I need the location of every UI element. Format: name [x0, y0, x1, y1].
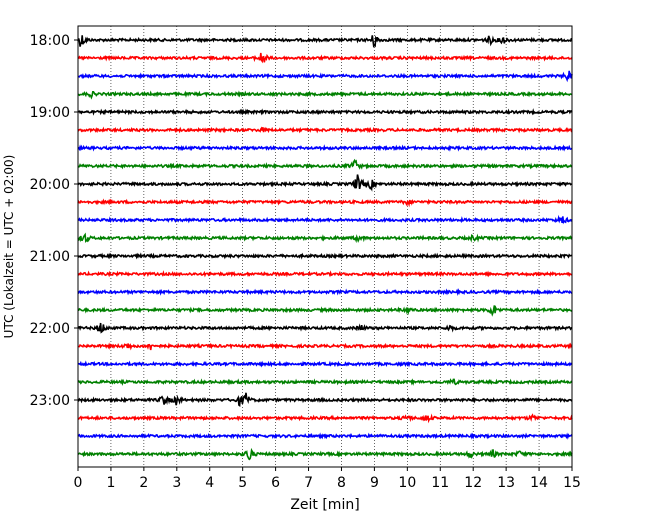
x-tick-label: 12	[464, 475, 482, 491]
trace-23:15	[78, 413, 573, 424]
trace-23:45	[77, 447, 573, 461]
x-tick-label: 4	[205, 475, 214, 491]
x-tick-label: 0	[74, 475, 83, 491]
trace-19:45	[77, 158, 572, 170]
y-tick-label: 19:00	[30, 105, 70, 121]
x-tick-label: 14	[530, 475, 548, 491]
trace-21:15	[77, 270, 573, 278]
trace-22:30	[77, 360, 573, 368]
trace-20:45	[77, 232, 573, 244]
trace-19:30	[77, 144, 573, 152]
trace-21:30	[77, 288, 573, 297]
trace-23:00	[77, 392, 573, 407]
y-axis-ticks: 18:00 19:00 20:00 21:00 22:00 23:00	[30, 33, 78, 409]
y-tick-label: 18:00	[30, 33, 70, 49]
trace-19:00	[77, 108, 573, 116]
x-tick-label: 2	[139, 475, 148, 491]
x-tick-label: 10	[398, 475, 416, 491]
x-tick-label: 13	[497, 475, 515, 491]
trace-20:30	[77, 214, 573, 225]
x-tick-label: 9	[370, 475, 379, 491]
x-tick-label: 8	[337, 475, 346, 491]
trace-18:30	[77, 70, 573, 83]
x-tick-label: 7	[304, 475, 313, 491]
x-tick-label: 5	[238, 475, 247, 491]
x-tick-label: 11	[431, 475, 449, 491]
y-tick-label: 20:00	[30, 177, 70, 193]
trace-22:45	[77, 378, 573, 386]
y-tick-label: 23:00	[30, 393, 70, 409]
trace-21:00	[77, 252, 573, 260]
y-axis-label: UTC (Lokalzeit = UTC + 02:00)	[2, 155, 16, 339]
trace-22:00	[77, 322, 573, 334]
trace-19:15	[77, 126, 573, 134]
y-tick-label: 22:00	[30, 321, 70, 337]
trace-22:15	[77, 342, 573, 351]
trace-21:45	[77, 305, 573, 317]
x-axis-label: Zeit [min]	[290, 497, 359, 513]
trace-20:15	[77, 198, 573, 208]
traces-layer	[77, 35, 573, 461]
trace-18:15	[77, 52, 573, 64]
trace-18:00	[77, 35, 573, 48]
plot-frame	[77, 25, 573, 468]
x-axis-ticks: 0 1 2 3 4 5 6 7 8 9 10 11 12 13 14 15	[74, 467, 581, 491]
y-tick-label: 21:00	[30, 249, 70, 265]
trace-23:30	[77, 432, 573, 440]
trace-18:45	[77, 90, 573, 100]
x-tick-label: 3	[172, 475, 181, 491]
trace-20:00	[77, 174, 573, 192]
x-tick-label: 1	[106, 475, 115, 491]
x-tick-label: 15	[563, 475, 581, 491]
x-tick-label: 6	[271, 475, 280, 491]
